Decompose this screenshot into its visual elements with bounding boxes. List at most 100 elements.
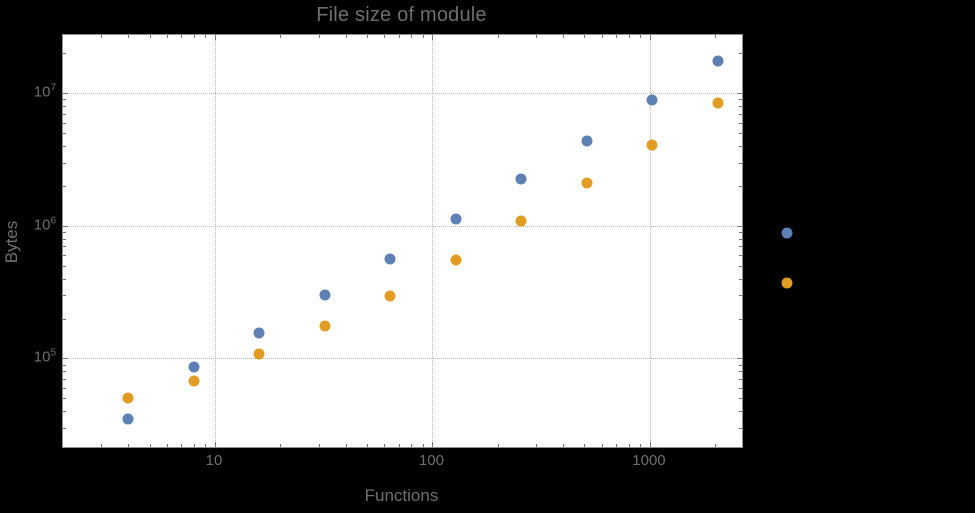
- x-axis-tick: [432, 442, 434, 447]
- gridline-y: [63, 358, 742, 360]
- x-axis-tick: [101, 35, 103, 38]
- x-axis-tick: [601, 444, 603, 447]
- y-axis-tick: [63, 379, 66, 381]
- y-axis-tick: [737, 225, 742, 227]
- data-point-series-blue: [581, 135, 593, 147]
- x-axis-tick: [649, 442, 651, 447]
- y-axis-tick: [63, 255, 66, 257]
- gridline-y: [63, 225, 742, 227]
- y-axis-tick: [739, 411, 742, 413]
- x-axis-tick: [149, 444, 151, 447]
- y-tick-label: 107: [33, 82, 56, 101]
- x-axis-tick: [422, 444, 424, 447]
- gridline-x: [649, 35, 651, 447]
- x-axis-tick: [536, 444, 538, 447]
- x-axis-tick: [128, 35, 130, 38]
- x-axis-tick: [398, 444, 400, 447]
- x-axis-tick: [128, 444, 130, 447]
- x-axis-tick: [193, 444, 195, 447]
- y-axis-tick: [739, 387, 742, 389]
- x-axis-tick: [149, 35, 151, 38]
- x-axis-tick: [384, 444, 386, 447]
- x-axis-tick: [715, 35, 717, 38]
- y-axis-tick: [737, 358, 742, 360]
- y-axis-tick: [63, 133, 66, 135]
- y-axis-tick: [63, 231, 66, 233]
- data-point-series-orange: [122, 392, 134, 404]
- y-axis-tick: [63, 246, 66, 248]
- x-axis-tick: [640, 35, 641, 38]
- x-axis-tick: [628, 444, 630, 447]
- y-axis-tick: [739, 427, 742, 429]
- data-point-series-blue: [122, 413, 134, 425]
- data-point-series-orange: [319, 320, 331, 332]
- x-axis-tick: [640, 444, 641, 447]
- x-axis-tick: [215, 35, 216, 40]
- x-tick-label: 10: [205, 452, 223, 469]
- y-axis-tick: [63, 93, 68, 95]
- y-axis-tick: [739, 185, 742, 187]
- x-axis-tick: [616, 444, 618, 447]
- y-axis-tick: [739, 162, 742, 164]
- x-tick-label: 100: [418, 452, 444, 469]
- data-point-series-blue: [515, 173, 527, 185]
- x-axis-tick: [181, 444, 183, 447]
- x-axis-tick: [280, 35, 282, 38]
- x-axis-tick: [280, 444, 282, 447]
- y-axis-tick: [63, 113, 66, 115]
- y-axis-tick: [739, 122, 742, 124]
- y-axis-tick: [739, 255, 742, 257]
- y-axis-tick: [63, 318, 66, 320]
- y-axis-tick: [63, 364, 66, 366]
- data-point-series-blue: [646, 94, 658, 106]
- data-point-series-blue: [188, 361, 200, 373]
- y-axis-tick: [63, 122, 66, 124]
- x-tick-label: 1000: [632, 452, 666, 469]
- x-axis-tick: [616, 35, 618, 38]
- x-axis-tick: [584, 35, 586, 38]
- y-axis-tick: [739, 238, 742, 240]
- y-axis-tick: [63, 238, 66, 240]
- y-axis-tick: [739, 106, 742, 108]
- y-axis-tick: [739, 265, 742, 267]
- x-axis-tick: [205, 444, 207, 447]
- x-axis-tick: [601, 35, 603, 38]
- y-axis-tick: [739, 379, 742, 381]
- gridline-x: [432, 35, 434, 447]
- x-axis-tick: [215, 442, 216, 447]
- x-axis-tick: [166, 444, 168, 447]
- x-axis-tick: [193, 35, 195, 38]
- data-point-series-orange: [384, 290, 396, 302]
- data-point-series-blue: [319, 289, 331, 301]
- x-axis-tick: [628, 35, 630, 38]
- x-axis-tick: [181, 35, 183, 38]
- x-axis-tick: [422, 35, 424, 38]
- y-axis-tick: [63, 358, 68, 360]
- x-axis-tick: [536, 35, 538, 38]
- y-axis-label: Bytes: [2, 220, 21, 264]
- y-axis-tick: [739, 113, 742, 115]
- legend-marker-series-orange: [781, 277, 793, 289]
- y-axis-tick: [63, 427, 66, 429]
- x-axis-tick: [166, 35, 168, 38]
- y-axis-tick: [739, 398, 742, 400]
- x-axis-tick: [411, 444, 413, 447]
- x-axis-tick: [715, 444, 717, 447]
- data-point-series-orange: [515, 215, 527, 227]
- data-point-series-orange: [712, 97, 724, 109]
- data-point-series-orange: [450, 254, 462, 266]
- data-point-series-blue: [712, 55, 724, 67]
- y-axis-tick: [63, 398, 66, 400]
- x-axis-tick: [367, 35, 368, 38]
- data-point-series-blue: [450, 213, 462, 225]
- y-axis-tick: [63, 265, 66, 267]
- y-axis-tick: [739, 295, 742, 297]
- gridline-y: [63, 93, 742, 95]
- x-axis-tick: [318, 35, 320, 38]
- y-axis-tick: [63, 295, 66, 297]
- x-axis-tick: [497, 35, 499, 38]
- data-point-series-orange: [581, 177, 593, 189]
- y-axis-tick: [63, 53, 66, 55]
- y-axis-tick: [63, 371, 66, 373]
